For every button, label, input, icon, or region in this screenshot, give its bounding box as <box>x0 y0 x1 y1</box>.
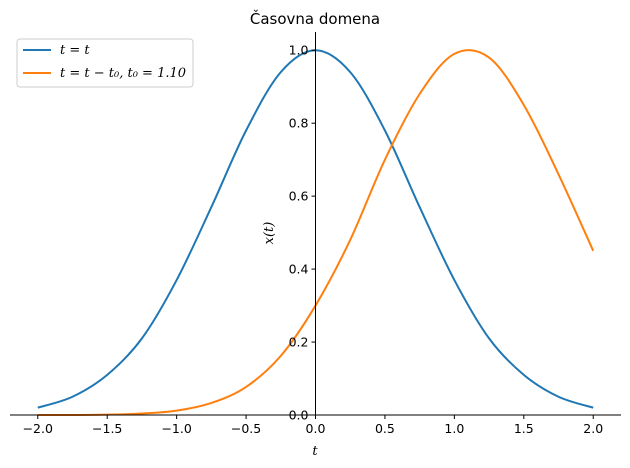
y-tick-label: 0.4 <box>289 262 309 277</box>
legend-box <box>16 38 194 88</box>
x-tick-label: 0.0 <box>306 421 326 436</box>
x-tick-label: 0.5 <box>375 421 395 436</box>
chart-title: Časovna domena <box>250 9 380 28</box>
legend-label-series-1: t = t <box>60 43 90 58</box>
y-tick-label: 0.8 <box>289 116 309 131</box>
y-tick-label: 0.0 <box>289 408 309 423</box>
x-axis-label: t <box>312 444 318 459</box>
y-tick-label: 1.0 <box>289 43 309 58</box>
x-tick-label: 1.0 <box>444 421 464 436</box>
y-axis-label: x(t) <box>262 222 277 245</box>
legend-label-series-2: t = t − t₀, t₀ = 1.10 <box>60 66 186 81</box>
x-tick-label: −0.5 <box>231 421 261 436</box>
ticks-layer: −2.0 −1.5 −1.0 −0.5 0.0 0.5 1.0 1.5 2.0 0.0 0.2 0.4… <box>23 43 604 436</box>
axes-layer <box>10 32 621 416</box>
legend: t = t t = t − t₀, t₀ = 1.10 <box>16 38 194 88</box>
x-tick-label: −2.0 <box>23 421 53 436</box>
x-tick-label: −1.0 <box>161 421 191 436</box>
x-tick-label: 2.0 <box>583 421 603 436</box>
series-line-2 <box>37 49 595 417</box>
x-tick-label: 1.5 <box>514 421 534 436</box>
x-tick-label: −1.5 <box>92 421 122 436</box>
y-tick-label: 0.2 <box>289 335 309 350</box>
y-tick-label: 0.6 <box>289 189 309 204</box>
